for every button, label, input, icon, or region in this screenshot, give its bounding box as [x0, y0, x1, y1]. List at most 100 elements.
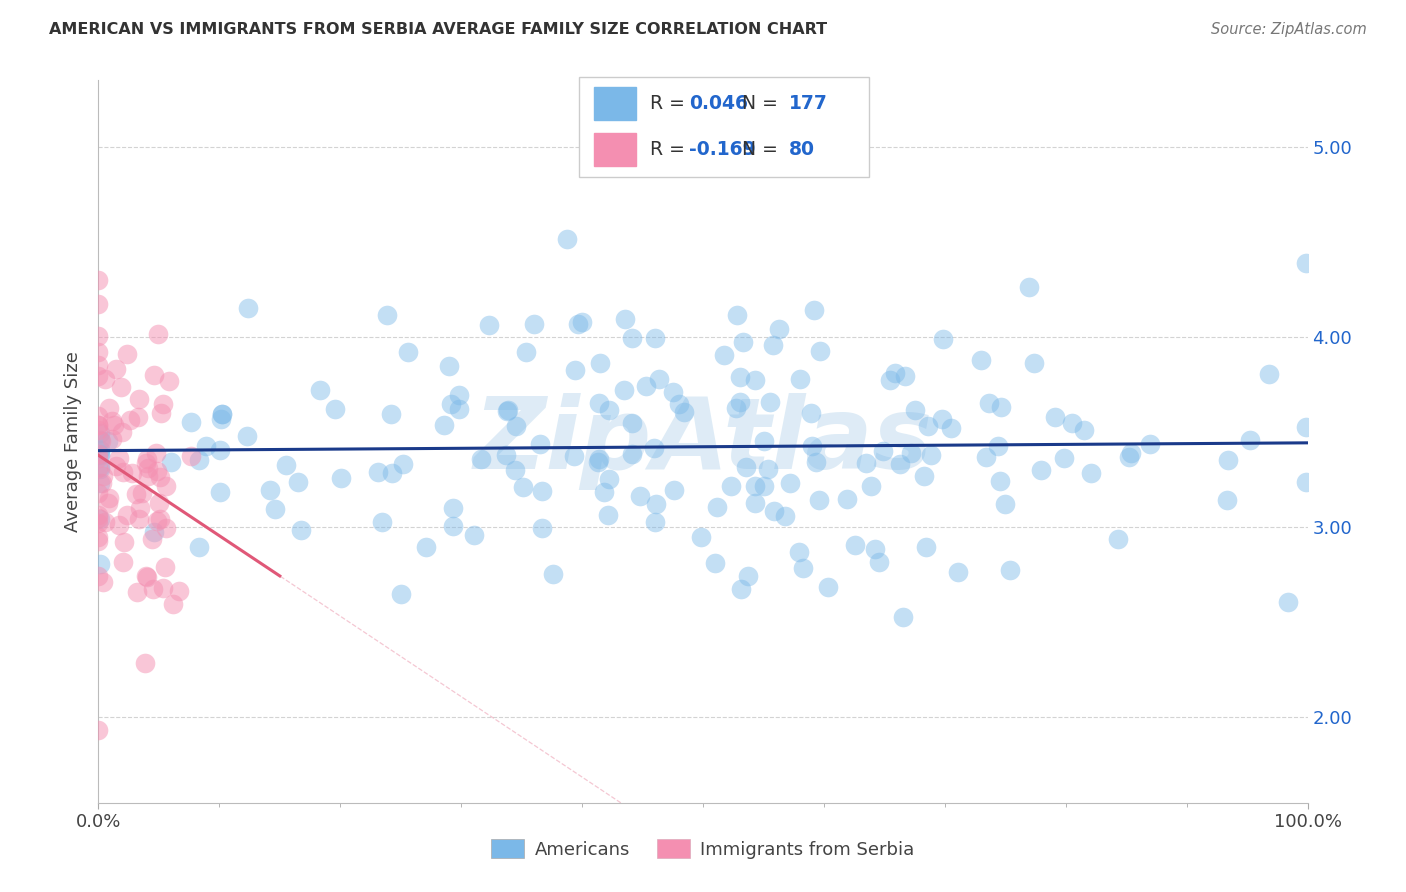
Point [87, 508, 110, 522]
Point [128, 392, 150, 406]
Point [1295, 475, 1317, 489]
Point [662, 483, 685, 497]
Point [135, 452, 157, 467]
Point [564, 363, 586, 377]
Point [136, 460, 159, 475]
Point [169, 584, 191, 599]
Point [276, 458, 298, 472]
Point [541, 567, 564, 582]
Point [134, 656, 156, 670]
Point [149, 470, 172, 484]
Point [135, 569, 157, 583]
Point [889, 457, 911, 471]
Point [101, 413, 124, 427]
Point [87, 569, 110, 583]
Point [89, 558, 111, 572]
Point [662, 385, 685, 400]
Point [1218, 453, 1240, 467]
Point [208, 485, 231, 500]
Point [1139, 437, 1161, 451]
Point [744, 496, 766, 510]
Point [817, 580, 839, 594]
Point [87, 534, 110, 549]
Point [643, 441, 665, 455]
Point [706, 500, 728, 514]
Point [495, 448, 517, 462]
Point [478, 318, 501, 332]
Point [209, 412, 232, 426]
Point [105, 458, 128, 473]
Point [855, 456, 877, 470]
Point [931, 412, 953, 426]
Point [87, 418, 110, 433]
Point [589, 356, 612, 370]
Point [87, 344, 110, 359]
Point [128, 512, 150, 526]
Point [110, 380, 132, 394]
Point [180, 415, 202, 429]
Point [135, 456, 157, 470]
Point [931, 332, 953, 346]
Point [644, 331, 666, 345]
Point [143, 525, 166, 540]
Point [211, 407, 233, 421]
Text: 80: 80 [789, 140, 815, 159]
Point [87, 723, 110, 737]
Point [146, 464, 169, 478]
Point [115, 347, 138, 361]
Point [1216, 492, 1239, 507]
Point [1022, 356, 1045, 370]
Point [567, 317, 589, 331]
Point [381, 466, 404, 480]
Point [155, 479, 177, 493]
Text: R =: R = [650, 140, 692, 159]
Point [323, 402, 346, 417]
Point [789, 371, 811, 385]
Point [1043, 409, 1066, 424]
Point [1239, 434, 1261, 448]
Point [946, 565, 969, 579]
Text: 177: 177 [789, 94, 828, 113]
Point [1080, 467, 1102, 481]
Point [89, 434, 111, 448]
Point [89, 475, 111, 490]
Point [994, 498, 1017, 512]
Point [752, 478, 775, 492]
Point [149, 406, 172, 420]
Point [634, 379, 657, 393]
Point [648, 372, 671, 386]
Point [208, 443, 231, 458]
Point [620, 447, 643, 461]
Point [912, 469, 935, 483]
Point [728, 370, 751, 384]
Point [131, 485, 153, 500]
Point [87, 417, 110, 432]
Text: ZipAtlas: ZipAtlas [474, 393, 932, 490]
Point [142, 582, 165, 596]
Point [329, 471, 352, 485]
Point [127, 585, 149, 599]
Text: N =: N = [742, 140, 783, 159]
Point [437, 359, 460, 374]
Point [211, 407, 233, 421]
Point [505, 419, 527, 434]
Point [97, 434, 120, 449]
Point [415, 540, 437, 554]
Point [162, 597, 184, 611]
Point [87, 530, 110, 544]
Point [1121, 446, 1143, 460]
Point [392, 457, 415, 471]
Point [803, 303, 825, 318]
Point [441, 519, 464, 533]
Point [470, 452, 492, 467]
Point [160, 455, 183, 469]
Point [136, 570, 159, 584]
Point [87, 450, 110, 465]
Point [180, 449, 202, 463]
Point [562, 449, 585, 463]
Point [792, 561, 814, 575]
Point [598, 403, 620, 417]
Point [89, 462, 111, 476]
Text: AMERICAN VS IMMIGRANTS FROM SERBIA AVERAGE FAMILY SIZE CORRELATION CHART: AMERICAN VS IMMIGRANTS FROM SERBIA AVERA… [49, 22, 827, 37]
Point [644, 497, 666, 511]
